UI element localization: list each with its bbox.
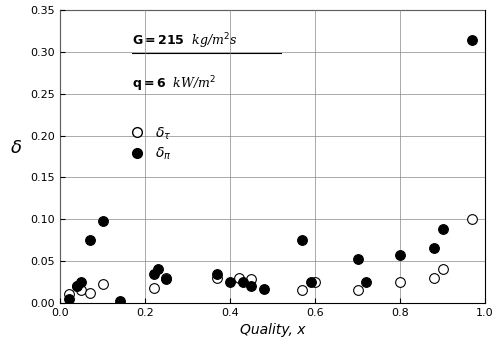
Point [234, 275, 242, 280]
Point [438, 267, 446, 272]
Point [430, 246, 438, 251]
Point [213, 271, 221, 276]
Point [226, 279, 234, 285]
Point [260, 287, 268, 292]
Text: $\bf{q=6}$  kW/m$^2$: $\bf{q=6}$ kW/m$^2$ [132, 75, 216, 94]
Point [248, 283, 256, 289]
Point [396, 252, 404, 258]
Point [239, 279, 247, 285]
Point [354, 256, 362, 262]
Point [307, 279, 315, 285]
Point [298, 287, 306, 293]
Point [362, 279, 370, 285]
Point [86, 290, 94, 295]
Point [354, 287, 362, 293]
Point [154, 267, 162, 272]
X-axis label: Quality, x: Quality, x [240, 323, 305, 337]
Point [77, 279, 85, 285]
Point [468, 216, 476, 222]
Text: $\bf{G=215}$  kg/m$^2$s: $\bf{G=215}$ kg/m$^2$s [132, 31, 238, 50]
Point [468, 37, 476, 42]
Point [73, 283, 81, 289]
Point [213, 275, 221, 280]
Point [162, 275, 170, 280]
Point [430, 275, 438, 280]
Point [73, 283, 81, 289]
Point [438, 227, 446, 232]
Point [311, 279, 319, 285]
Point [150, 271, 158, 276]
Point [98, 218, 106, 224]
Point [77, 287, 85, 293]
Point [162, 277, 170, 282]
Point [248, 277, 256, 282]
Point [150, 285, 158, 291]
Point [298, 237, 306, 243]
Legend: $\delta_{\tau}$, $\delta_{\pi}$: $\delta_{\tau}$, $\delta_{\pi}$ [118, 120, 178, 168]
Point [64, 292, 72, 297]
Y-axis label: δ: δ [11, 139, 22, 157]
Point [98, 282, 106, 287]
Point [116, 298, 124, 304]
Point [64, 296, 72, 301]
Point [396, 279, 404, 285]
Point [86, 237, 94, 243]
